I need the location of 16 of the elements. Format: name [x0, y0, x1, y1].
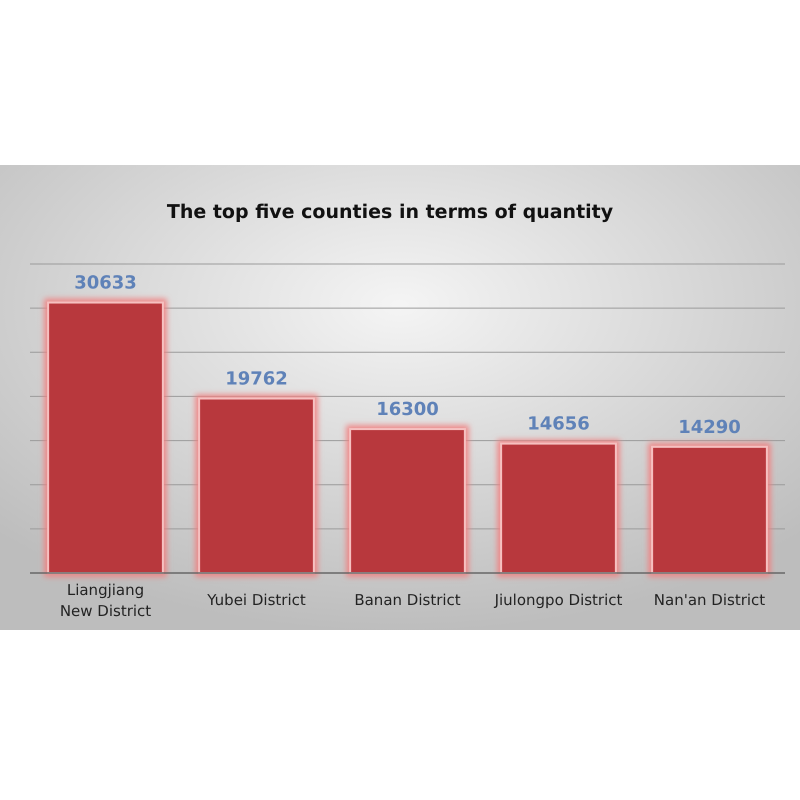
data-label: 14656: [527, 414, 590, 435]
data-label: 30633: [74, 272, 137, 294]
chart-title: The top five counties in terms of quantity: [166, 201, 614, 223]
data-label: 19762: [225, 368, 288, 390]
bar: [349, 428, 466, 574]
x-tick-label: Banan District: [354, 591, 461, 609]
bar: [651, 446, 768, 574]
x-tick-label: Liangjiang New District: [60, 581, 152, 620]
data-label: 14290: [678, 416, 741, 438]
x-tick-label: Yubei District: [206, 591, 306, 609]
data-label: 16300: [376, 399, 439, 420]
x-tick-label: Jiulongpo District: [494, 591, 623, 609]
bar: [47, 302, 164, 574]
bar: [198, 398, 315, 574]
bar: [500, 442, 617, 574]
x-tick-label: Nan'an District: [654, 591, 766, 609]
